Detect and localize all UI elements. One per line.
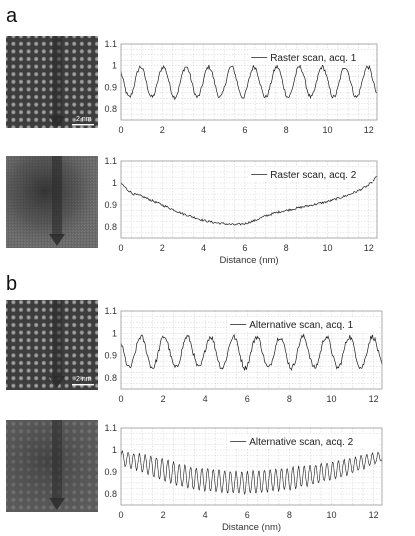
x-tick-label: 0: [118, 394, 123, 404]
plot-frame: [120, 43, 378, 121]
x-tick-label: 0: [118, 125, 123, 135]
scan-arrow-icon: [49, 498, 65, 510]
y-tick-label: 0.8: [104, 222, 117, 232]
y-tick-label: 0.9: [104, 200, 117, 210]
x-tick-label: 10: [322, 243, 332, 253]
y-tick-label: 1: [112, 61, 117, 71]
legend-box: [248, 50, 373, 65]
x-tick-label: 4: [203, 394, 208, 404]
x-tick-label: 0: [118, 243, 123, 253]
chart-alternative-acq-2: 0.8 0.9 1 1.1 0 2 4 6 8 10 12 Distance (nm) Alternat…: [104, 423, 383, 533]
legend-label: Alternative scan, acq. 1: [249, 320, 353, 331]
y-tick-label: 1: [112, 178, 117, 188]
x-tick-label: 8: [284, 125, 289, 135]
scale-bar: [72, 124, 94, 126]
x-tick-label: 10: [326, 394, 336, 404]
image-raster-acq-1: 2 nm: [6, 36, 98, 128]
x-tick-label: 12: [369, 510, 379, 520]
x-tick-label: 0: [118, 510, 123, 520]
x-tick-label: 12: [364, 125, 374, 135]
scale-bar: [72, 384, 94, 386]
x-tick-label: 8: [287, 394, 292, 404]
scan-arrow-icon: [49, 116, 65, 128]
y-tick-label: 0.8: [104, 489, 117, 499]
chart-raster-acq-2: 0.8 0.9 1 1.1 0 2 4 6 8 10 12 Distance (nm) Raster s…: [104, 156, 378, 266]
x-tick-label: 4: [201, 243, 206, 253]
y-tick-label: 1: [112, 445, 117, 455]
image-raster-acq-2: [6, 156, 98, 248]
y-tick-label: 1.1: [104, 156, 117, 166]
legend-box: [227, 434, 378, 449]
series-line: [120, 64, 378, 101]
series-line: [120, 175, 378, 226]
y-tick-label: 0.9: [104, 82, 117, 92]
x-tick-label: 6: [242, 125, 247, 135]
legend-box: [248, 167, 373, 182]
series-line: [120, 450, 383, 495]
x-tick-label: 6: [242, 243, 247, 253]
chart-alternative-acq-1: 0.8 0.9 1 1.1 0 2 4 6 8 10 12 Alternative scan, acq…: [104, 306, 383, 404]
chart-raster-acq-1: 0.8 0.9 1 1.1 0 2 4 6 8 10 12 Raster scan, acq. 1: [104, 39, 378, 135]
x-tick-label: 8: [287, 510, 292, 520]
x-tick-label: 12: [369, 394, 379, 404]
scale-bar-label: 2 nm: [76, 116, 92, 123]
x-tick-label: 4: [203, 510, 208, 520]
plot-frame: [120, 427, 383, 506]
y-tick-label: 0.8: [104, 104, 117, 114]
series-line: [120, 333, 383, 372]
plot-frame: [120, 160, 378, 239]
image-alternative-acq-1: 2 nm: [6, 300, 98, 390]
x-tick-label: 10: [326, 510, 336, 520]
y-tick-label: 1.1: [104, 306, 117, 316]
panel-label-b: b: [6, 273, 17, 295]
y-tick-label: 0.8: [104, 373, 117, 383]
x-tick-label: 12: [364, 243, 374, 253]
scan-arrow-icon: [49, 376, 65, 388]
y-tick-label: 1: [112, 328, 117, 338]
x-tick-label: 4: [201, 125, 206, 135]
plot-frame: [120, 310, 383, 390]
x-tick-label: 2: [161, 510, 166, 520]
x-axis-label: Distance (nm): [222, 522, 281, 533]
legend-label: Alternative scan, acq. 2: [249, 437, 353, 448]
panel-label-a: a: [6, 5, 18, 27]
y-tick-label: 1.1: [104, 39, 117, 49]
x-tick-label: 2: [160, 243, 165, 253]
y-tick-label: 1.1: [104, 423, 117, 433]
legend-box: [227, 317, 378, 332]
x-axis-label: Distance (nm): [219, 255, 278, 266]
legend-label: Raster scan, acq. 1: [270, 53, 357, 64]
x-tick-label: 2: [160, 125, 165, 135]
x-tick-label: 8: [284, 243, 289, 253]
scale-bar-label: 2 nm: [76, 376, 92, 383]
y-tick-label: 0.9: [104, 351, 117, 361]
legend-label: Raster scan, acq. 2: [270, 170, 357, 181]
image-alternative-acq-2: [6, 420, 98, 512]
scan-arrow-icon: [49, 234, 65, 246]
x-tick-label: 2: [161, 394, 166, 404]
x-tick-label: 6: [245, 510, 250, 520]
x-tick-label: 6: [245, 394, 250, 404]
y-tick-label: 0.9: [104, 467, 117, 477]
x-tick-label: 10: [322, 125, 332, 135]
